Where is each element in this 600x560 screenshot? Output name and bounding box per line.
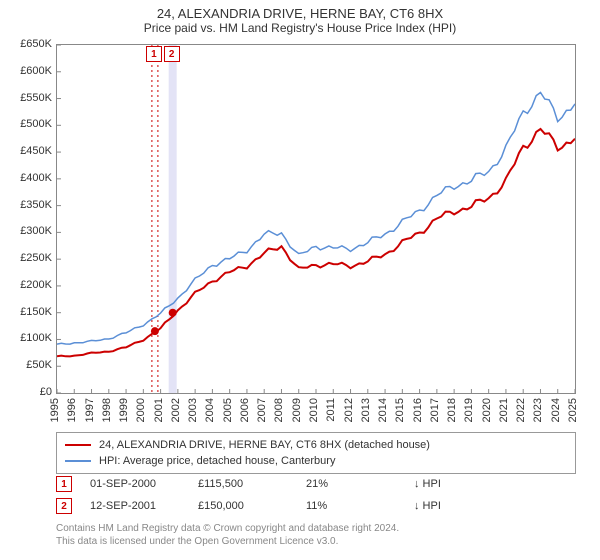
y-axis-label: £350K (2, 199, 52, 211)
x-axis-label: 2021 (498, 398, 512, 422)
x-axis-label: 2010 (308, 398, 322, 422)
chart-marker-1: 1 (146, 46, 162, 62)
y-axis-label: £400K (2, 172, 52, 184)
x-axis-label: 2017 (429, 398, 443, 422)
footer-line2: This data is licensed under the Open Gov… (56, 535, 576, 548)
y-axis-label: £300K (2, 225, 52, 237)
page-title: 24, ALEXANDRIA DRIVE, HERNE BAY, CT6 8HX (0, 0, 600, 21)
y-axis-label: £650K (2, 38, 52, 50)
y-axis-label: £250K (2, 252, 52, 264)
footer-text: Contains HM Land Registry data © Crown c… (56, 522, 576, 548)
legend-row-series2: HPI: Average price, detached house, Cant… (65, 453, 567, 469)
x-axis-label: 2024 (550, 398, 564, 422)
y-axis-label: £200K (2, 279, 52, 291)
sale-price-2: £150,000 (198, 500, 288, 512)
x-axis-label: 2018 (446, 398, 460, 422)
x-axis-label: 1995 (49, 398, 63, 422)
legend-label-series1: 24, ALEXANDRIA DRIVE, HERNE BAY, CT6 8HX… (99, 439, 430, 451)
chart-marker-2: 2 (164, 46, 180, 62)
x-axis-label: 2025 (567, 398, 581, 422)
legend-swatch-series1 (65, 444, 91, 446)
sale-direction-1: ↓ HPI (414, 478, 504, 490)
x-axis-label: 2014 (377, 398, 391, 422)
x-axis-label: 2000 (135, 398, 149, 422)
x-axis-label: 2011 (325, 398, 339, 422)
sale-date-1: 01-SEP-2000 (90, 478, 180, 490)
sale-direction-2: ↓ HPI (414, 500, 504, 512)
y-axis-label: £50K (2, 359, 52, 371)
y-axis-label: £550K (2, 92, 52, 104)
x-axis-label: 2006 (239, 398, 253, 422)
x-axis-label: 2001 (153, 398, 167, 422)
sale-price-1: £115,500 (198, 478, 288, 490)
x-axis-label: 2015 (394, 398, 408, 422)
x-axis-label: 2022 (515, 398, 529, 422)
x-axis-label: 2005 (222, 398, 236, 422)
legend-row-series1: 24, ALEXANDRIA DRIVE, HERNE BAY, CT6 8HX… (65, 437, 567, 453)
sale-row-2: 2 12-SEP-2001 £150,000 11% ↓ HPI (56, 498, 576, 514)
x-axis-label: 2020 (481, 398, 495, 422)
x-axis-label: 1998 (101, 398, 115, 422)
x-axis-label: 2019 (463, 398, 477, 422)
x-axis-label: 2003 (187, 398, 201, 422)
x-axis-label: 2012 (343, 398, 357, 422)
sale-row-1: 1 01-SEP-2000 £115,500 21% ↓ HPI (56, 476, 576, 492)
sale-date-2: 12-SEP-2001 (90, 500, 180, 512)
legend: 24, ALEXANDRIA DRIVE, HERNE BAY, CT6 8HX… (56, 432, 576, 474)
x-axis-label: 2002 (170, 398, 184, 422)
y-axis-label: £150K (2, 306, 52, 318)
x-axis-label: 1999 (118, 398, 132, 422)
x-axis-label: 2004 (204, 398, 218, 422)
y-axis-label: £600K (2, 65, 52, 77)
x-axis-label: 2023 (532, 398, 546, 422)
sale-marker-2: 2 (56, 498, 72, 514)
x-axis-label: 2009 (291, 398, 305, 422)
x-axis-label: 2008 (273, 398, 287, 422)
x-axis-label: 1997 (84, 398, 98, 422)
y-axis-label: £450K (2, 145, 52, 157)
legend-label-series2: HPI: Average price, detached house, Cant… (99, 455, 335, 467)
page-subtitle: Price paid vs. HM Land Registry's House … (0, 21, 600, 39)
footer-line1: Contains HM Land Registry data © Crown c… (56, 522, 576, 535)
legend-swatch-series2 (65, 460, 91, 462)
sale-marker-1: 1 (56, 476, 72, 492)
x-axis-label: 2016 (412, 398, 426, 422)
sale-change-1: 21% (306, 478, 396, 490)
chart-plot-area (56, 44, 576, 394)
sale-change-2: 11% (306, 500, 396, 512)
x-axis-label: 2013 (360, 398, 374, 422)
y-axis-label: £0 (2, 386, 52, 398)
y-axis-label: £500K (2, 118, 52, 130)
x-axis-label: 1996 (66, 398, 80, 422)
y-axis-label: £100K (2, 332, 52, 344)
x-axis-label: 2007 (256, 398, 270, 422)
